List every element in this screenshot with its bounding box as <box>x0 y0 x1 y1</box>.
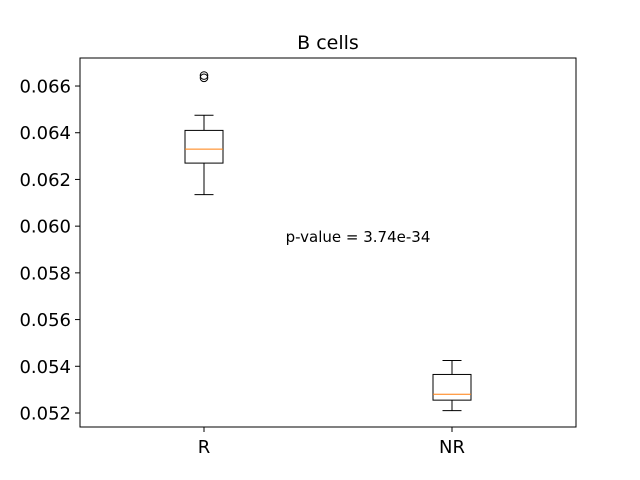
y-tick-label: 0.062 <box>19 170 71 191</box>
box-series <box>184 71 472 412</box>
y-tick-label: 0.060 <box>19 217 71 238</box>
outlier-point <box>199 71 209 80</box>
y-tick-label: 0.052 <box>19 403 71 424</box>
box-r <box>184 71 224 196</box>
iqr-box <box>184 129 224 164</box>
plot-frame <box>79 57 577 428</box>
chart-title: B cells <box>297 32 359 54</box>
y-axis: 0.052 0.054 0.056 0.058 0.060 0.062 0.064 0.066 <box>19 77 80 424</box>
y-tick-label: 0.058 <box>19 263 71 284</box>
p-value-annotation: p-value = 3.74e-34 <box>286 228 431 246</box>
iqr-box <box>432 373 472 401</box>
y-tick-label: 0.056 <box>19 310 71 331</box>
outlier-point <box>199 73 209 83</box>
y-tick-label: 0.064 <box>19 123 71 144</box>
y-tick-label: 0.066 <box>19 77 71 98</box>
y-tick-label: 0.054 <box>19 357 71 378</box>
x-tick-label: NR <box>439 437 465 458</box>
x-axis: R NR <box>198 427 465 458</box>
box-nr <box>432 359 472 412</box>
x-tick-label: R <box>198 437 211 458</box>
